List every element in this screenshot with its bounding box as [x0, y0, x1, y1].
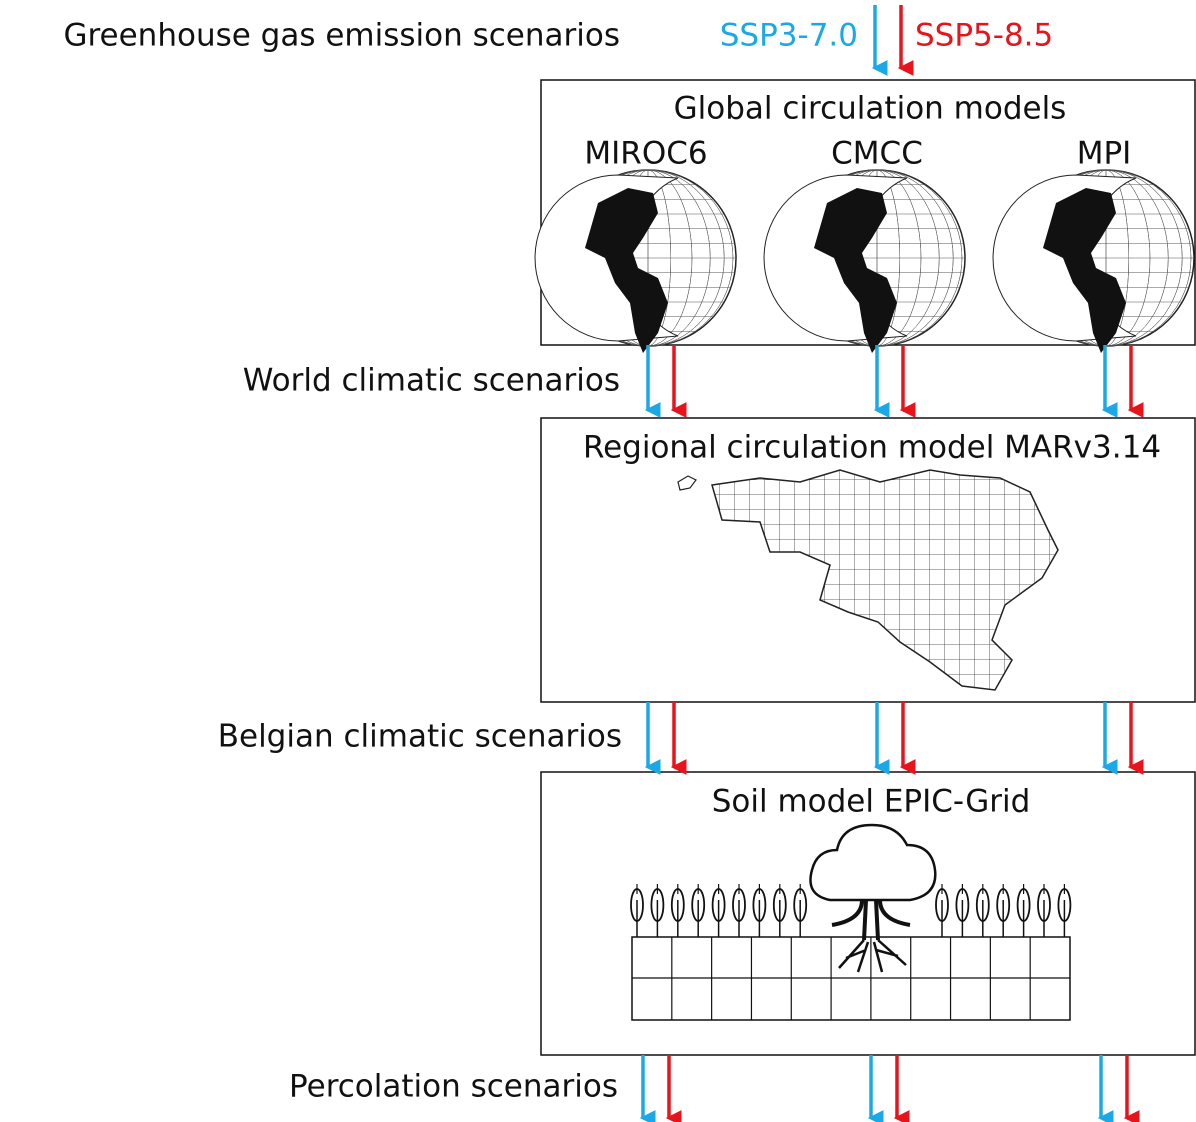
rcm-box	[540, 417, 1196, 703]
tree-roots	[838, 939, 907, 973]
tree-trunk	[831, 899, 911, 941]
model-label: MPI	[1077, 136, 1132, 172]
gcm-title: Global circulation models	[674, 91, 1067, 127]
tree-crown	[809, 823, 937, 902]
continent	[1043, 188, 1126, 353]
continent	[814, 188, 897, 353]
soil-title: Soil model EPIC-Grid	[712, 784, 1031, 820]
world-label: World climatic scenarios	[243, 363, 620, 399]
soil-box	[540, 771, 1196, 1056]
continent	[585, 188, 668, 353]
model-label: MIROC6	[584, 136, 707, 172]
globe	[992, 169, 1195, 353]
map-islet	[677, 475, 697, 491]
belgian-label: Belgian climatic scenarios	[218, 719, 622, 755]
scenarios-label: Greenhouse gas emission scenarios	[63, 18, 620, 54]
belgium-map	[711, 469, 1059, 691]
globes	[534, 169, 1195, 353]
ssp-label: SSP3-7.0	[720, 18, 858, 54]
rcm-title: Regional circulation model MARv3.14	[583, 430, 1161, 466]
globe	[534, 169, 737, 353]
arrows	[639, 5, 1144, 1122]
ssp-label: SSP5-8.5	[915, 18, 1053, 54]
percolation-label: Percolation scenarios	[289, 1069, 618, 1105]
model-label: CMCC	[831, 136, 923, 172]
soil-illustration	[630, 823, 1072, 1021]
globe	[763, 169, 966, 353]
